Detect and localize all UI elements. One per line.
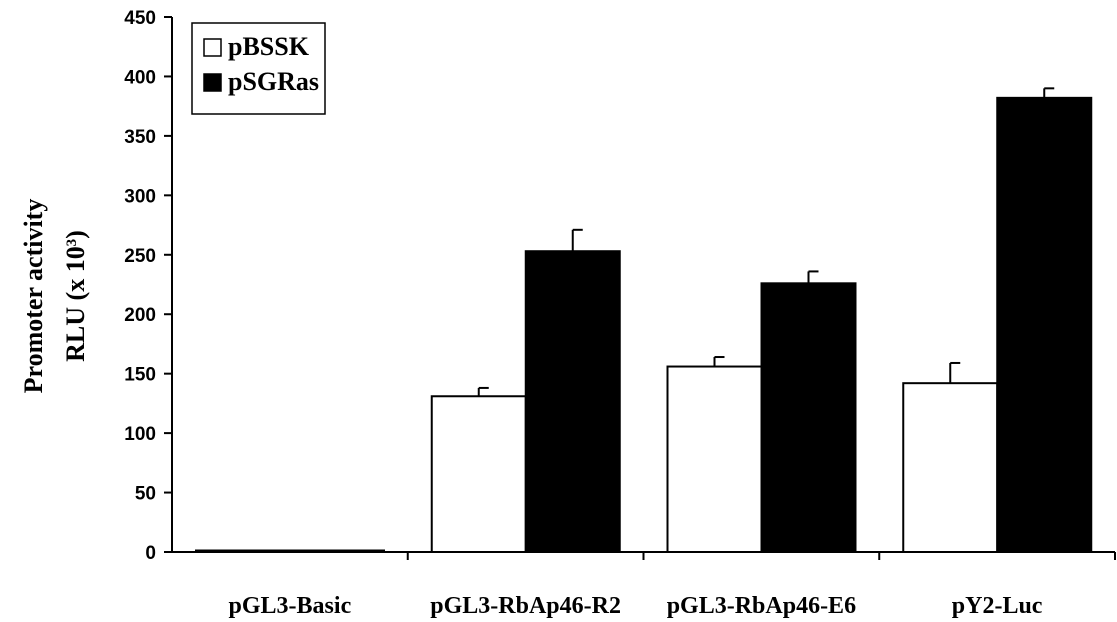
y-tick-label: 250 <box>124 246 156 267</box>
plot-area <box>195 87 1093 553</box>
bar-pSGRas-pY2-Luc <box>996 96 1093 553</box>
y-tick-label: 400 <box>124 67 156 88</box>
axes: pGL3-Basic pGL3-RbAp46-R2 pGL3-RbAp46-E6 pY… <box>124 8 1116 619</box>
bar-pBSSK-pGL3-RbAp46-E6 <box>666 365 763 553</box>
y-tick-label: 350 <box>124 127 156 148</box>
bar-pSGRas-pGL3-RbAp46-E6 <box>760 282 857 553</box>
bar-pBSSK-pY2-Luc <box>902 382 999 553</box>
y-tick-label: 100 <box>124 424 156 445</box>
y-tick-label: 50 <box>135 484 156 505</box>
legend-label-pSGRas: pSGRas <box>228 67 319 96</box>
y-tick-label: 450 <box>124 8 156 29</box>
y-tick-label: 200 <box>124 305 156 326</box>
legend: pBSSK pSGRas <box>191 22 326 115</box>
legend-swatch-pBSSK <box>203 38 222 57</box>
y-tick-label: 150 <box>124 365 156 386</box>
legend-label-pBSSK: pBSSK <box>228 32 310 61</box>
x-tick-label: pGL3-RbAp46-E6 <box>667 593 856 619</box>
y-tick-label: 300 <box>124 186 156 207</box>
x-tick-label: pY2-Luc <box>952 593 1043 619</box>
legend-box <box>191 22 326 115</box>
y-axis-title-line2: RLU (x 103) <box>61 230 90 362</box>
bar-pSGRas-pGL3-RbAp46-R2 <box>524 250 621 553</box>
x-tick-label: pGL3-Basic <box>229 593 352 619</box>
y-axis-title-line1: Promoter activity <box>19 199 48 394</box>
bar-pBSSK-pGL3-RbAp46-R2 <box>430 395 527 553</box>
y-axis-title: Promoter activity RLU (x 103) <box>19 199 90 394</box>
legend-swatch-pSGRas <box>203 73 222 92</box>
x-tick-label: pGL3-RbAp46-R2 <box>430 593 621 619</box>
y-tick-label: 0 <box>145 543 156 564</box>
